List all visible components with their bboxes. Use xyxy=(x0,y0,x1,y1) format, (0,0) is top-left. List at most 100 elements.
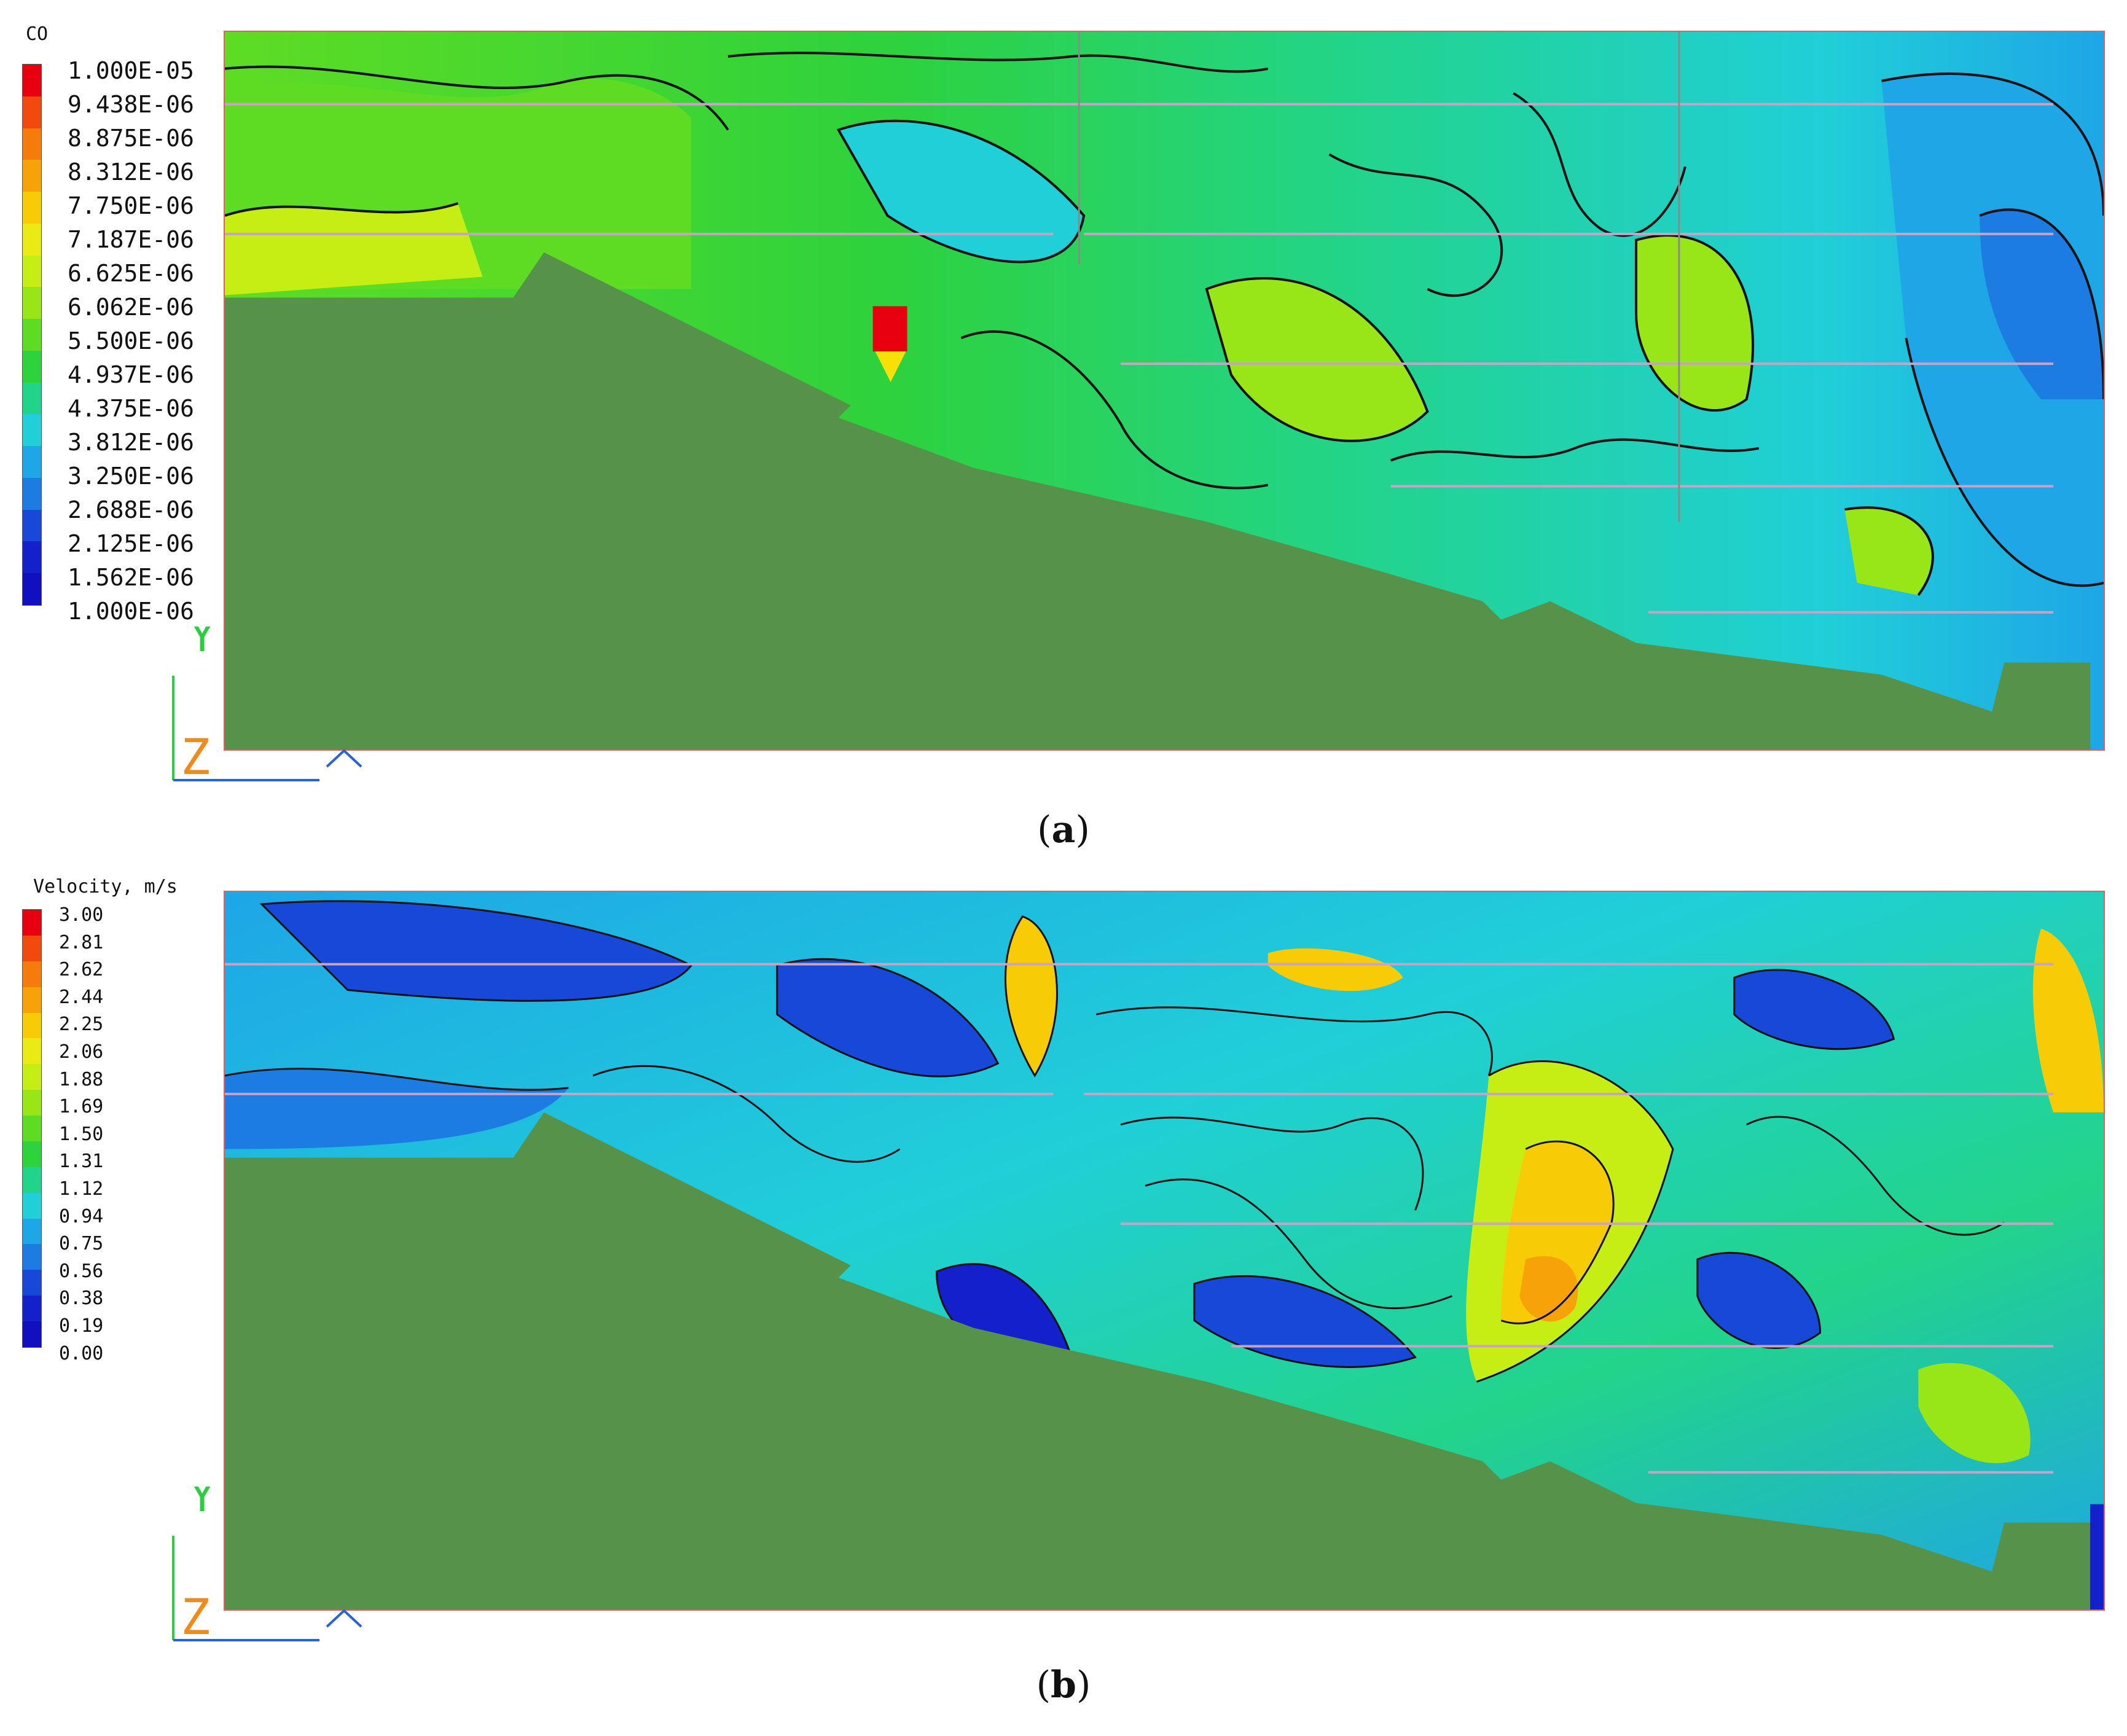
velocity-region xyxy=(1697,1253,1820,1348)
co-region xyxy=(1635,235,1753,411)
co-legend-label: 8.312E-06 xyxy=(68,158,194,186)
axis-y-label: Y xyxy=(189,627,215,662)
velocity-legend-label: 1.50 xyxy=(59,1123,104,1145)
co-contour-lines xyxy=(225,52,2104,633)
velocity-region xyxy=(1005,916,1057,1076)
source-marker-icon xyxy=(875,351,906,383)
co-legend-swatch xyxy=(23,255,41,287)
legend-title-co: CO xyxy=(26,23,49,45)
axis-z-label: Z xyxy=(181,729,210,786)
co-legend-label: 3.812E-06 xyxy=(68,429,194,456)
caption-a: (a) xyxy=(1037,808,1090,851)
velocity-contour-field xyxy=(225,892,2104,1609)
axis-y-label: Y xyxy=(189,1487,215,1522)
velocity-legend-label: 0.56 xyxy=(59,1260,104,1282)
terrain xyxy=(225,1112,2091,1609)
axis-triad-icon: Y Z xyxy=(172,627,362,786)
velocity-legend-label: 0.38 xyxy=(59,1288,104,1310)
velocity-legend-label: 1.88 xyxy=(59,1068,104,1090)
velocity-legend-label: 1.12 xyxy=(59,1178,104,1200)
co-legend-swatch xyxy=(23,160,41,192)
co-legend-swatch xyxy=(23,573,41,605)
co-legend-label: 6.062E-06 xyxy=(68,294,194,321)
velocity-legend-swatch xyxy=(23,1296,41,1321)
velocity-legend-label: 1.31 xyxy=(59,1151,104,1173)
co-region xyxy=(1980,209,2104,399)
co-legend-swatch xyxy=(23,350,41,383)
co-legend-swatch xyxy=(23,509,41,542)
velocity-contour-plot xyxy=(224,891,2105,1611)
velocity-legend-label: 2.06 xyxy=(59,1041,104,1063)
velocity-legend-swatch xyxy=(23,1090,41,1116)
co-legend-label: 2.125E-06 xyxy=(68,530,194,557)
velocity-legend-label: 0.19 xyxy=(59,1315,104,1337)
velocity-legend-swatch xyxy=(23,1192,41,1219)
velocity-legend-swatch xyxy=(23,1038,41,1065)
velocity-reference-lines xyxy=(225,963,2054,1474)
co-legend-label: 4.375E-06 xyxy=(68,395,194,422)
co-legend-label: 7.187E-06 xyxy=(68,226,194,253)
velocity-region xyxy=(225,1068,569,1149)
velocity-region xyxy=(1918,1363,2031,1463)
velocity-legend-swatch xyxy=(23,1218,41,1245)
co-region xyxy=(1206,278,1428,441)
velocity-legend-swatch xyxy=(23,1167,41,1193)
co-legend-label: 5.500E-06 xyxy=(68,327,194,354)
co-region xyxy=(838,120,1084,262)
legend-colorbar-co xyxy=(22,64,42,606)
terrain xyxy=(225,252,2091,749)
co-contour-plot xyxy=(224,31,2105,751)
velocity-region xyxy=(2033,928,2104,1112)
velocity-region xyxy=(1267,948,1403,991)
co-legend-label: 1.000E-06 xyxy=(68,598,194,625)
caption-b: (b) xyxy=(1036,1664,1091,1707)
velocity-region xyxy=(261,901,692,1001)
velocity-legend-swatch xyxy=(23,1012,41,1039)
co-legend-swatch xyxy=(23,319,41,351)
velocity-legend-swatch xyxy=(23,961,41,987)
velocity-legend-swatch xyxy=(23,1270,41,1296)
velocity-legend-label: 0.00 xyxy=(59,1342,104,1364)
co-legend-swatch xyxy=(23,223,41,256)
velocity-legend-label: 0.94 xyxy=(59,1205,104,1227)
co-legend-swatch xyxy=(23,65,41,96)
co-legend-swatch xyxy=(23,477,41,510)
velocity-legend-swatch xyxy=(23,1244,41,1270)
co-reference-lines xyxy=(225,103,2054,614)
velocity-legend-swatch xyxy=(23,935,41,961)
panel-a-co-concentration: CO 1.000E-05 9.438E-06 8.875E-06 8.312E-06 7… xyxy=(0,0,2127,851)
co-divider-lines xyxy=(1078,32,1680,522)
co-region xyxy=(1881,74,2104,586)
legend-labels-co: 1.000E-05 9.438E-06 8.875E-06 8.312E-06 7.75… xyxy=(68,54,194,628)
velocity-legend-label: 2.44 xyxy=(59,986,104,1008)
velocity-legend-label: 1.69 xyxy=(59,1096,104,1118)
co-legend-swatch xyxy=(23,287,41,319)
velocity-legend-label: 2.25 xyxy=(59,1014,104,1036)
co-legend-swatch xyxy=(23,446,41,478)
velocity-region xyxy=(1194,1276,1416,1367)
co-legend-label: 1.562E-06 xyxy=(68,564,194,591)
legend-title-velocity: Velocity, m/s xyxy=(33,876,178,897)
co-legend-label: 1.000E-05 xyxy=(68,57,194,84)
co-legend-swatch xyxy=(23,128,41,160)
axis-triad-icon: Y Z xyxy=(172,1487,362,1646)
panel-b-velocity: Velocity, m/s 3.00 2.81 2.62 2.44 2.25 2.06 1.… xyxy=(0,866,2127,1707)
co-legend-label: 2.688E-06 xyxy=(68,496,194,523)
velocity-legend-label: 3.00 xyxy=(59,904,104,926)
co-region xyxy=(225,203,483,295)
velocity-edge-band xyxy=(2090,1504,2104,1609)
velocity-legend-swatch xyxy=(23,1141,41,1167)
co-legend-swatch xyxy=(23,541,41,573)
velocity-legend-label: 0.75 xyxy=(59,1233,104,1255)
velocity-region xyxy=(1734,969,1894,1049)
co-legend-swatch xyxy=(23,96,41,128)
velocity-legend-swatch xyxy=(23,1321,41,1347)
co-legend-label: 9.438E-06 xyxy=(68,91,194,118)
legend-colorbar-velocity xyxy=(22,909,42,1348)
velocity-legend-swatch xyxy=(23,1064,41,1090)
co-region xyxy=(1844,507,1933,595)
co-contour-field xyxy=(225,32,2104,749)
velocity-legend-swatch xyxy=(23,910,41,936)
axis-z-label: Z xyxy=(181,1589,210,1646)
co-legend-label: 6.625E-06 xyxy=(68,260,194,287)
